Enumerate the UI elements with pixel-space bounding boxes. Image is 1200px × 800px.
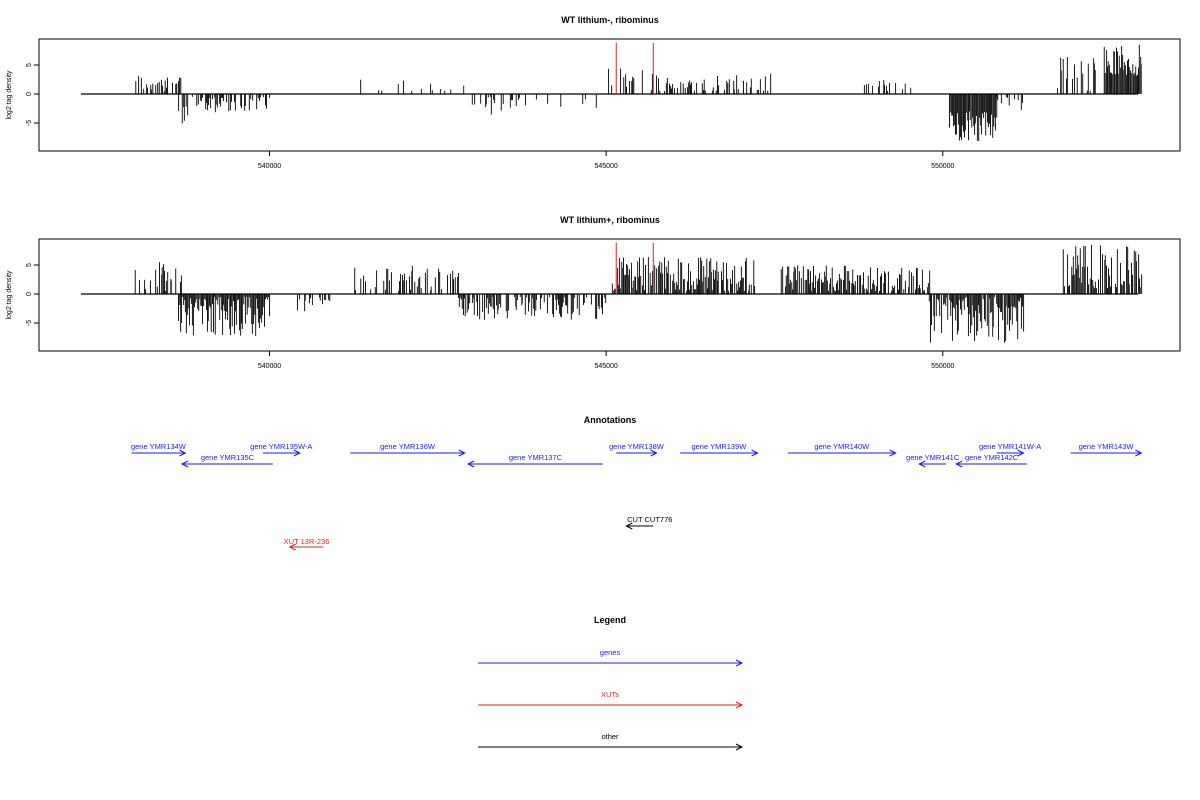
gene-label: gene YMR136W	[380, 442, 436, 451]
x-tick-label: 540000	[258, 163, 281, 170]
legend-label: XUTs	[601, 690, 619, 699]
gene-label: gene YMR139W	[691, 442, 747, 451]
y-tick-label: 0	[26, 292, 33, 296]
gene-arrow	[350, 449, 466, 457]
legend-label: other	[601, 732, 619, 741]
x-tick-label: 545000	[594, 363, 617, 370]
gene-label: gene YMR135W-A	[250, 442, 312, 451]
arrow-head	[1135, 449, 1143, 457]
marker-lines	[615, 242, 654, 294]
gene-arrow	[131, 449, 187, 457]
gene-label: gene YMR143W	[1079, 442, 1135, 451]
x-tick-label: 550000	[931, 163, 954, 170]
gene-label: gene YMR141W-A	[979, 442, 1041, 451]
y-tick-label: 5	[26, 263, 33, 267]
xut-annotations: XUT 13R-236	[284, 537, 330, 551]
panel-title: WT lithium+, ribominus	[560, 215, 660, 225]
y-tick-label: -5	[26, 320, 33, 326]
arrow-head	[1017, 449, 1025, 457]
density-bars	[81, 244, 1143, 343]
arrow-head	[650, 449, 658, 457]
axes: -5 0 5 540000 545000 550000	[26, 263, 955, 370]
gene-arrow	[680, 449, 759, 457]
arrow-head	[918, 460, 926, 468]
gene-arrow	[955, 460, 1027, 468]
xut-arrow	[288, 543, 324, 551]
gene-annotations: gene YMR134W gene YMR135C gene YMR135W-A ge…	[131, 442, 1143, 468]
plot-frame	[38, 38, 1181, 152]
gene-label: gene YMR134W	[131, 442, 187, 451]
gene-arrow	[180, 460, 273, 468]
gene-arrow	[996, 449, 1025, 457]
panel-title: WT lithium-, ribominus	[561, 15, 659, 25]
axes: -5 0 5 540000 545000 550000	[26, 63, 955, 170]
gene-arrow	[466, 460, 603, 468]
x-tick-label: 550000	[931, 363, 954, 370]
other-label: CUT CUT776	[627, 515, 672, 524]
arrow-head	[889, 449, 897, 457]
arrow-head	[735, 701, 744, 709]
density-bars	[81, 44, 1142, 141]
arrow-head	[458, 449, 466, 457]
legend-item-XUTs: XUTs	[478, 690, 744, 709]
gene-arrow	[262, 449, 301, 457]
arrow-head	[180, 460, 189, 468]
y-tick-label: 0	[26, 92, 33, 96]
gene-label: gene YMR140W	[814, 442, 870, 451]
legend-title: Legend	[594, 615, 626, 625]
gene-arrow	[918, 460, 947, 468]
gene-arrow	[616, 449, 658, 457]
arrow-head	[735, 659, 744, 667]
y-tick-label: -5	[26, 120, 33, 126]
arrow-head	[179, 449, 187, 457]
y-axis-label: log2 tag density	[6, 270, 13, 320]
arrow-head	[955, 460, 963, 468]
gene-label: gene YMR138W	[609, 442, 665, 451]
arrow-head	[466, 460, 475, 468]
legend-item-genes: genes	[478, 648, 744, 667]
legend-item-other: other	[478, 732, 744, 751]
legend-label: genes	[600, 648, 621, 657]
legend: Legend genes XUTs other	[478, 615, 744, 751]
gene-label: gene YMR135C	[201, 453, 255, 462]
arrow-head	[288, 543, 296, 551]
legend-arrow	[478, 743, 744, 751]
gene-label: gene YMR137C	[509, 453, 563, 462]
arrow-head	[735, 743, 744, 751]
y-tick-label: 5	[26, 63, 33, 67]
legend-arrow	[478, 659, 744, 667]
x-tick-label: 540000	[258, 363, 281, 370]
y-axis-label: log2 tag density	[6, 70, 13, 120]
marker-lines	[615, 42, 654, 94]
gene-label: gene YMR141C	[906, 453, 960, 462]
other-arrow	[625, 522, 654, 530]
plot-panel-lithium-plus: WT lithium+, ribominus log2 tag density …	[6, 215, 1181, 370]
other-annotations: CUT CUT776	[625, 515, 672, 530]
gene-arrow	[1070, 449, 1143, 457]
annotations-title: Annotations	[584, 415, 637, 425]
arrow-head	[751, 449, 759, 457]
gene-label: gene YMR142C	[965, 453, 1019, 462]
arrow-head	[293, 449, 301, 457]
arrow-head	[625, 522, 633, 530]
x-tick-label: 545000	[594, 163, 617, 170]
gene-arrow	[787, 449, 897, 457]
plot-panel-lithium-minus: WT lithium-, ribominus log2 tag density …	[6, 15, 1181, 170]
plot-frame	[38, 238, 1181, 352]
legend-arrow	[478, 701, 744, 709]
xut-label: XUT 13R-236	[284, 537, 330, 546]
